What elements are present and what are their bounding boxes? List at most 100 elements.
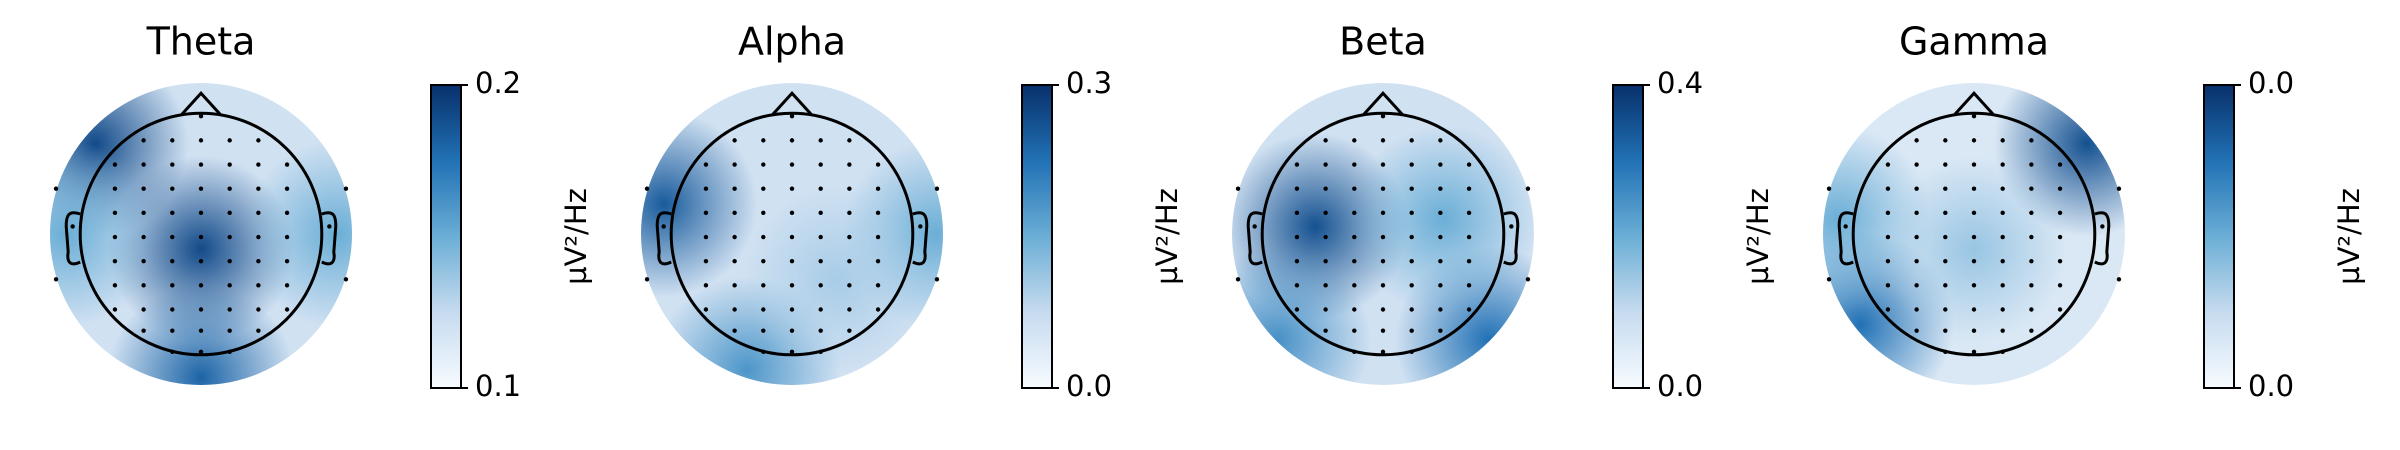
colorbar (430, 84, 462, 389)
sensor (644, 277, 650, 282)
sensor (1352, 234, 1357, 240)
topomap-panel: Alpha 0.0 0.3 µV²/Hz (641, 20, 1184, 403)
sensor (1352, 307, 1357, 312)
sensor (1943, 307, 1948, 312)
sensor (875, 283, 881, 288)
ear (1837, 211, 1854, 266)
sensor (1466, 234, 1472, 240)
sensor (732, 186, 737, 191)
nose (1361, 90, 1405, 117)
sensor (1323, 138, 1328, 143)
sensor (141, 186, 146, 191)
sensor (170, 162, 175, 167)
sensor (1914, 186, 1919, 191)
sensor (2100, 224, 2105, 229)
sensor (1943, 210, 1948, 216)
nose (1952, 90, 1996, 117)
sensor (875, 186, 881, 191)
sensor (818, 210, 823, 216)
sensor (1885, 258, 1891, 264)
sensor (1323, 162, 1328, 167)
sensor (847, 210, 852, 216)
sensor (1914, 258, 1919, 264)
sensor (1971, 210, 1977, 216)
sensor (1438, 328, 1443, 333)
ear (1246, 211, 1263, 266)
sensor (1380, 210, 1386, 216)
sensor (703, 283, 709, 288)
sensor (1914, 210, 1919, 216)
sensor (761, 162, 766, 167)
hotspot (641, 110, 758, 298)
sensor (789, 349, 795, 354)
sensor (918, 224, 923, 229)
sensor (818, 138, 823, 143)
sensor (1294, 186, 1300, 191)
colorbar-tick-label: 0.4 (1657, 66, 1703, 100)
sensor (1380, 234, 1386, 240)
hotspot (743, 185, 931, 373)
sensor (2000, 349, 2005, 354)
sensor (732, 328, 737, 333)
sensor (170, 307, 175, 312)
hotspot (1880, 155, 2068, 343)
sensor (1380, 186, 1386, 191)
sensor (170, 138, 175, 143)
sensor (1323, 258, 1328, 264)
sensor (1885, 307, 1891, 312)
sensor (2029, 234, 2034, 240)
sensor (1294, 258, 1300, 264)
sensor (1352, 283, 1357, 288)
sensor (761, 307, 766, 312)
sensor (732, 307, 737, 312)
sensor (875, 210, 881, 216)
sensor (227, 186, 232, 191)
colorbar-tick-label: 0.3 (1066, 66, 1112, 100)
sensor (2000, 234, 2005, 240)
colorbar-tick-label: 0.0 (2248, 369, 2294, 403)
sensor (1914, 283, 1919, 288)
sensor (1252, 224, 1257, 229)
colorbar (2203, 84, 2235, 389)
topomap-panel: Beta 0.0 0.4 µV²/Hz (1232, 20, 1775, 403)
sensor (112, 258, 118, 264)
sensor (703, 210, 709, 216)
sensor (227, 234, 232, 240)
sensor (141, 162, 146, 167)
sensor (1885, 210, 1891, 216)
ear (1503, 211, 1520, 266)
sensor (875, 234, 881, 240)
sensor (1826, 186, 1832, 191)
sensor (1943, 349, 1948, 354)
sensor (1509, 224, 1514, 229)
nose (770, 90, 814, 117)
head-outline (78, 111, 324, 357)
sensor (284, 258, 290, 264)
sensor (847, 283, 852, 288)
sensor (1409, 210, 1414, 216)
sensor (198, 349, 204, 354)
sensor (2057, 258, 2063, 264)
sensor (170, 328, 175, 333)
sensor (256, 210, 261, 216)
sensor (847, 328, 852, 333)
sensor (2116, 186, 2122, 191)
sensor (256, 258, 261, 264)
sensor (141, 138, 146, 143)
sensor (2000, 328, 2005, 333)
sensor (1323, 210, 1328, 216)
sensor (141, 307, 146, 312)
sensor (2057, 210, 2063, 216)
sensor (2116, 277, 2122, 282)
sensor (1380, 138, 1386, 143)
sensor (875, 162, 881, 167)
sensor (141, 258, 146, 264)
sensor (1885, 162, 1891, 167)
sensor (1438, 210, 1443, 216)
ear (2094, 211, 2111, 266)
sensor (2029, 258, 2034, 264)
sensor (789, 186, 795, 191)
colorbar-tick-label: 0.2 (475, 66, 521, 100)
sensor (256, 138, 261, 143)
